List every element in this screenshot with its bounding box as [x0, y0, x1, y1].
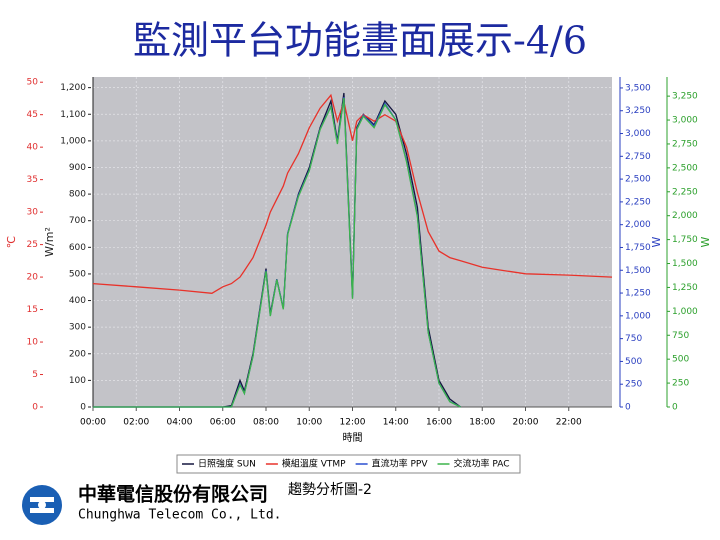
caption: 趨勢分析圖-2 [288, 482, 372, 498]
y-tick-label: 3,000 [625, 129, 651, 139]
x-tick-label: 04:00 [167, 418, 193, 428]
y-tick-label: 3,250 [625, 106, 651, 116]
y-tick-label: 2,250 [625, 197, 651, 207]
x-tick-label: 10:00 [296, 418, 322, 428]
x-tick-label: 16:00 [426, 418, 452, 428]
y-tick-label: 3,000 [672, 116, 698, 126]
y-tick-label: 500 [69, 269, 86, 279]
logo [22, 485, 62, 525]
x-tick-label: 08:00 [253, 418, 279, 428]
y-tick-label: 35 [27, 175, 38, 185]
y-axis-title: W/m² [43, 227, 56, 257]
legend-label: 日照強度 SUN [198, 458, 256, 470]
y-axis-title: W [650, 236, 663, 247]
y-tick-label: 2,750 [625, 152, 651, 162]
y-tick-label: 50 [27, 78, 39, 88]
y-tick-label: 10 [27, 338, 39, 348]
x-tick-label: 20:00 [513, 418, 539, 428]
y-tick-label: 30 [27, 208, 39, 218]
y-axis-title: ℃ [5, 236, 18, 248]
y-tick-label: 2,000 [625, 220, 651, 230]
y-tick-label: 1,100 [60, 110, 86, 120]
y-tick-label: 1,500 [672, 259, 698, 269]
y-tick-label: 500 [672, 355, 689, 365]
x-tick-label: 00:00 [80, 418, 106, 428]
x-tick-label: 12:00 [340, 418, 366, 428]
legend-box [176, 454, 521, 474]
y-tick-label: 1,750 [672, 235, 698, 245]
legend-label: 交流功率 PAC [454, 458, 510, 470]
x-tick-label: 02:00 [123, 418, 149, 428]
y-tick-label: 750 [625, 334, 642, 344]
x-tick-label: 14:00 [383, 418, 409, 428]
y-tick-label: 200 [69, 349, 86, 359]
legend-label: 模組溫度 VTMP [282, 458, 346, 470]
legend-label: 直流功率 PPV [372, 458, 429, 470]
y-tick-label: 250 [672, 379, 689, 389]
y-tick-label: 40 [27, 143, 39, 153]
y-tick-label: 500 [625, 357, 642, 367]
y-tick-label: 25 [27, 240, 38, 250]
y-tick-label: 1,000 [672, 307, 698, 317]
y-tick-label: 300 [69, 323, 86, 333]
x-tick-label: 22:00 [556, 418, 582, 428]
logo-stripe [30, 497, 54, 502]
y-tick-label: 800 [69, 190, 86, 200]
y-tick-label: 250 [625, 380, 642, 390]
y-tick-label: 2,000 [672, 211, 698, 221]
series-line [92, 93, 613, 294]
x-tick-label: 06:00 [210, 418, 236, 428]
y-tick-label: 750 [672, 331, 689, 341]
y-tick-label: 15 [27, 305, 38, 315]
company-english: Chunghwa Telecom Co., Ltd. [78, 508, 282, 523]
y-tick-label: 0 [625, 403, 631, 413]
y-tick-label: 700 [69, 216, 86, 226]
slide-title: 監測平台功能畫面展示-4/6 [133, 19, 587, 63]
y-tick-label: 0 [32, 403, 38, 413]
y-axis-title: W [699, 236, 712, 247]
y-tick-label: 1,750 [625, 243, 651, 253]
y-tick-label: 1,000 [60, 136, 86, 146]
x-tick-label: 18:00 [469, 418, 495, 428]
y-tick-label: 3,250 [672, 92, 698, 102]
y-tick-label: 45 [27, 110, 38, 120]
y-tick-label: 2,750 [672, 139, 698, 149]
y-tick-label: 400 [69, 296, 86, 306]
y-tick-label: 2,250 [672, 187, 698, 197]
logo-stripe [30, 508, 54, 513]
y-tick-label: 1,000 [625, 311, 651, 321]
y-tick-label: 0 [672, 403, 678, 413]
y-tick-label: 0 [80, 403, 86, 413]
legend: 日照強度 SUN 模組溫度 VTMP 直流功率 PPV 交流功率 PAC [176, 454, 521, 474]
logo-dot [38, 501, 46, 509]
y-tick-label: 2,500 [625, 175, 651, 185]
y-tick-label: 600 [69, 243, 86, 253]
y-tick-label: 1,250 [625, 289, 651, 299]
y-tick-label: 2,500 [672, 163, 698, 173]
y-tick-label: 900 [69, 163, 86, 173]
x-axis-title: 時間 [343, 432, 363, 444]
y-tick-label: 100 [69, 376, 86, 386]
series-line [93, 97, 461, 408]
y-tick-label: 1,200 [60, 83, 86, 93]
y-tick-label: 3,500 [625, 83, 651, 93]
y-tick-label: 1,500 [625, 266, 651, 276]
company-name: 中華電信股份有限公司 [78, 483, 268, 506]
y-tick-label: 20 [27, 273, 39, 283]
y-tick-label: 1,250 [672, 283, 698, 293]
y-tick-label: 5 [32, 370, 38, 380]
